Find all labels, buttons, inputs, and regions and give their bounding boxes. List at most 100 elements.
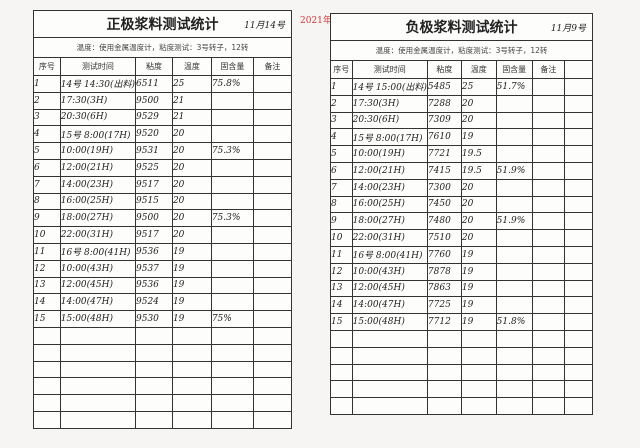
- table-cell: [33, 410, 61, 429]
- table-cell: 20: [171, 158, 212, 177]
- table-cell: 15:00(48H): [351, 313, 428, 331]
- cathode-slurry-table: 正极浆料测试统计 11月14号 温度：使用金属温度计，粘度测试：3号转子，12转 …: [33, 10, 293, 429]
- table-cell: 9515: [135, 192, 173, 211]
- title-text: 正极浆料测试统计: [106, 17, 219, 33]
- table-cell: [426, 346, 462, 365]
- table-cell: 18:00(27H): [59, 209, 137, 228]
- table-cell: [252, 108, 293, 127]
- table-cell: 12:00(45H): [351, 279, 428, 298]
- table-cell: 9: [330, 212, 353, 231]
- table-cell: [351, 397, 428, 415]
- column-header: 序号: [33, 57, 61, 76]
- table-cell: [210, 242, 254, 261]
- table-row: 12 10:00(43H) 7878 19: [330, 262, 593, 281]
- table-cell: 11: [330, 245, 353, 264]
- table-cell: 9536: [135, 276, 173, 295]
- table-cell: 9530: [135, 310, 173, 328]
- table-cell: [171, 394, 212, 412]
- table-cell: [252, 360, 293, 379]
- table-cell: 9500: [135, 209, 173, 228]
- table-cell: [33, 377, 61, 396]
- table-cell: [59, 343, 137, 362]
- column-header: 测试时间: [351, 60, 428, 79]
- table-cell: 51.8%: [495, 313, 533, 331]
- table-title: 负极浆料测试统计 11月9号: [330, 13, 593, 41]
- table-cell: [460, 346, 497, 365]
- table-cell: [210, 394, 254, 412]
- table-cell: [564, 262, 593, 281]
- table-cell: [564, 279, 593, 298]
- column-header: 温度: [460, 60, 497, 79]
- table-cell: [564, 380, 593, 399]
- blank-row: [33, 343, 293, 362]
- table-cell: 10:00(43H): [351, 262, 428, 281]
- table-row: 10 22:00(31H) 7510 20: [330, 229, 593, 247]
- table-cell: 10: [330, 229, 353, 247]
- table-cell: 7415: [426, 161, 462, 180]
- table-cell: 19: [171, 259, 212, 278]
- table-row: 4 15号 8:00(17H) 7610 19: [330, 128, 593, 147]
- date-note: 11月14号: [244, 21, 285, 31]
- table-title: 正极浆料测试统计 11月14号: [33, 10, 292, 38]
- table-row: 10 22:00(31H) 9517 20: [33, 226, 293, 244]
- date-note: 11月9号: [550, 24, 586, 34]
- test-conditions: 温度：使用金属温度计，粘度测试：3号转子，12转: [33, 37, 292, 58]
- table-cell: [210, 175, 254, 194]
- table-cell: 25: [460, 78, 497, 96]
- table-cell: [460, 363, 497, 382]
- table-cell: 10:00(19H): [351, 145, 428, 163]
- blank-row: [33, 410, 293, 429]
- table-cell: [330, 397, 353, 415]
- table-cell: [210, 108, 254, 127]
- table-cell: 1: [33, 75, 61, 93]
- table-cell: 9525: [135, 158, 173, 177]
- table-cell: 20: [171, 175, 212, 194]
- table-cell: 7480: [426, 212, 462, 231]
- table-cell: 7610: [426, 128, 462, 147]
- table-cell: [210, 276, 254, 295]
- table-cell: 4: [330, 128, 353, 147]
- header-row: 序号 测试时间 粘度 温度 固含量 备注 1 14号 14:30(出料) 6511 25 75.8%…: [33, 57, 293, 429]
- table-cell: 7878: [426, 262, 462, 281]
- table-cell: 12: [330, 262, 353, 281]
- table-cell: [426, 380, 462, 399]
- table-cell: [210, 192, 254, 211]
- table-cell: 21: [171, 108, 212, 127]
- table-cell: [252, 377, 293, 396]
- table-cell: [564, 346, 593, 365]
- table-cell: 9529: [135, 108, 173, 127]
- table-cell: [171, 360, 212, 379]
- table-cell: 75.3%: [210, 142, 254, 160]
- table-cell: [531, 262, 566, 281]
- table-cell: 6: [330, 161, 353, 180]
- table-cell: [252, 226, 293, 244]
- year-stamp: 2021年: [300, 16, 332, 26]
- table-cell: 7: [330, 178, 353, 197]
- table-cell: [564, 78, 593, 96]
- table-cell: [135, 343, 173, 362]
- table-cell: 3: [33, 108, 61, 127]
- table-cell: 10:00(43H): [59, 259, 137, 278]
- table-cell: [210, 293, 254, 312]
- table-cell: [495, 128, 533, 147]
- table-cell: 6511: [135, 75, 173, 93]
- table-cell: [495, 380, 533, 399]
- table-cell: [252, 142, 293, 160]
- table-cell: 12:00(21H): [59, 158, 137, 177]
- table-cell: 7760: [426, 245, 462, 264]
- table-row: 12 10:00(43H) 9537 19: [33, 259, 293, 278]
- table-cell: [495, 397, 533, 415]
- column-header: 粘度: [135, 57, 173, 76]
- table-cell: [495, 94, 533, 113]
- test-conditions: 温度：使用金属温度计，粘度测试：3号转子，12转: [330, 40, 593, 61]
- column-header: [564, 60, 593, 79]
- table-cell: 21: [171, 91, 212, 110]
- table-cell: [252, 293, 293, 312]
- table-cell: [531, 128, 566, 147]
- table-row: 15 15:00(48H) 9530 19 75%: [33, 310, 293, 328]
- table-cell: 20: [460, 94, 497, 113]
- table-cell: [59, 410, 137, 429]
- table-cell: [495, 111, 533, 130]
- table-cell: 22:00(31H): [59, 226, 137, 244]
- table-cell: 15: [33, 310, 61, 328]
